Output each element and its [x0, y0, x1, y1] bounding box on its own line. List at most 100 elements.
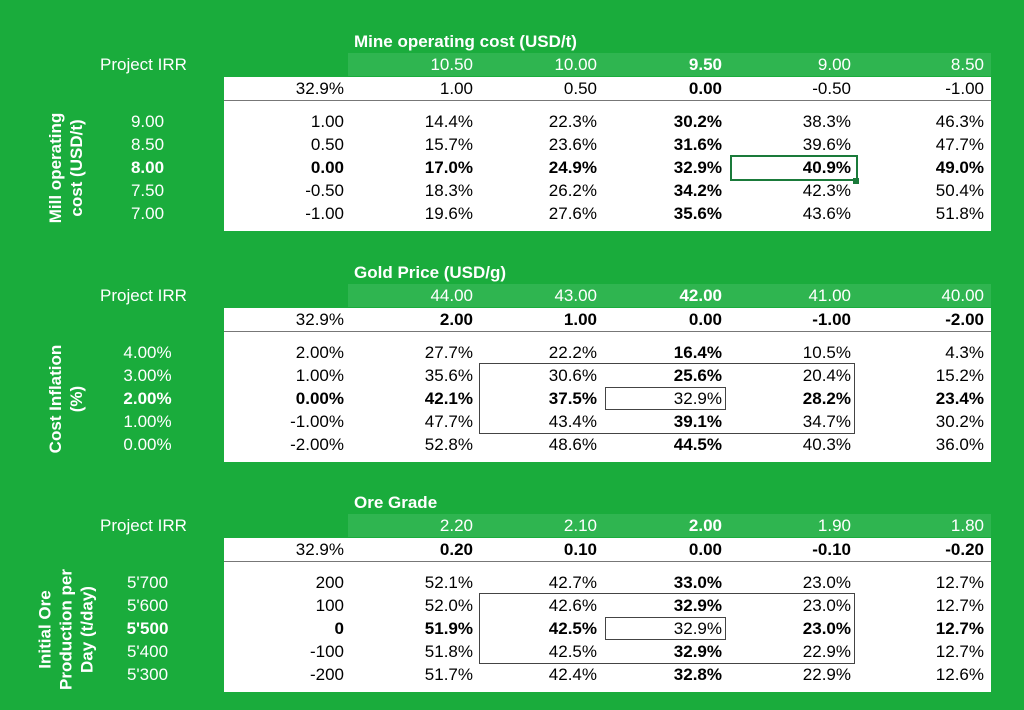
irr-cell[interactable]: 26.2% [548, 181, 597, 200]
irr-cell[interactable]: 17.0% [424, 158, 473, 177]
irr-cell[interactable]: 52.8% [424, 435, 473, 454]
irr-cell[interactable]: 44.5% [673, 435, 722, 454]
column-header[interactable]: 44.00 [430, 286, 473, 305]
row-delta-cell[interactable]: 2.00% [295, 343, 344, 362]
irr-cell[interactable]: 50.4% [935, 181, 984, 200]
irr-cell[interactable]: 30.2% [673, 112, 722, 131]
irr-cell[interactable]: 36.0% [935, 435, 984, 454]
base-value-cell[interactable]: 32.9% [295, 79, 344, 98]
irr-cell[interactable]: 43.4% [548, 412, 597, 431]
irr-cell[interactable]: 40.9% [802, 158, 851, 177]
column-header[interactable]: 10.50 [430, 55, 473, 74]
irr-cell[interactable]: 15.2% [935, 366, 984, 385]
irr-cell[interactable]: 52.0% [424, 596, 473, 615]
irr-cell[interactable]: 30.2% [935, 412, 984, 431]
irr-cell[interactable]: 52.1% [424, 573, 473, 592]
irr-cell[interactable]: 28.2% [802, 389, 851, 408]
irr-cell[interactable]: 20.4% [802, 366, 851, 385]
row-delta-cell[interactable]: -1.00 [305, 204, 344, 223]
column-delta-cell[interactable]: 2.00 [439, 310, 473, 329]
row-delta-cell[interactable]: 0.00% [295, 389, 344, 408]
column-header[interactable]: 2.10 [563, 516, 597, 535]
row-delta-cell[interactable]: 1.00 [310, 112, 344, 131]
column-delta-cell[interactable]: 1.00 [439, 79, 473, 98]
irr-cell[interactable]: 42.1% [424, 389, 473, 408]
column-delta-cell[interactable]: 0.50 [563, 79, 597, 98]
irr-cell[interactable]: 32.8% [673, 665, 722, 684]
row-delta-cell[interactable]: -1.00% [290, 412, 344, 431]
column-header[interactable]: 8.50 [950, 55, 984, 74]
column-header[interactable]: 1.90 [817, 516, 851, 535]
irr-cell[interactable]: 35.6% [673, 204, 722, 223]
column-delta-cell[interactable]: 0.00 [688, 310, 722, 329]
row-delta-cell[interactable]: 0 [334, 619, 344, 638]
irr-cell[interactable]: 51.8% [935, 204, 984, 223]
irr-cell[interactable]: 12.7% [935, 642, 984, 661]
column-delta-cell[interactable]: -0.10 [812, 540, 851, 559]
row-delta-cell[interactable]: -2.00% [290, 435, 344, 454]
irr-cell[interactable]: 39.1% [673, 412, 722, 431]
fill-handle[interactable] [853, 178, 859, 184]
irr-cell[interactable]: 16.4% [673, 343, 722, 362]
row-delta-cell[interactable]: -0.50 [305, 181, 344, 200]
column-delta-cell[interactable]: 0.20 [439, 540, 473, 559]
row-delta-cell[interactable]: -100 [309, 642, 344, 661]
column-header[interactable]: 9.00 [817, 55, 851, 74]
irr-cell[interactable]: 4.3% [945, 343, 984, 362]
row-delta-cell[interactable]: 100 [315, 596, 344, 615]
irr-cell[interactable]: 42.4% [548, 665, 597, 684]
irr-cell[interactable]: 49.0% [935, 158, 984, 177]
base-value-cell[interactable]: 32.9% [295, 310, 344, 329]
irr-cell[interactable]: 38.3% [802, 112, 851, 131]
irr-cell[interactable]: 34.7% [802, 412, 851, 431]
column-delta-cell[interactable]: -0.50 [812, 79, 851, 98]
irr-cell[interactable]: 42.3% [802, 181, 851, 200]
irr-cell[interactable]: 24.9% [548, 158, 597, 177]
irr-cell[interactable]: 12.7% [935, 573, 984, 592]
column-delta-cell[interactable]: -2.00 [945, 310, 984, 329]
irr-cell[interactable]: 12.7% [935, 596, 984, 615]
irr-cell[interactable]: 23.6% [548, 135, 597, 154]
irr-cell[interactable]: 12.7% [935, 619, 984, 638]
irr-cell[interactable]: 18.3% [424, 181, 473, 200]
irr-cell[interactable]: 32.9% [673, 642, 722, 661]
column-delta-cell[interactable]: -0.20 [945, 540, 984, 559]
column-header[interactable]: 40.00 [941, 286, 984, 305]
irr-cell[interactable]: 15.7% [424, 135, 473, 154]
irr-cell[interactable]: 37.5% [548, 389, 597, 408]
irr-cell[interactable]: 42.5% [548, 619, 597, 638]
irr-cell[interactable]: 22.9% [802, 642, 851, 661]
row-delta-cell[interactable]: 1.00% [295, 366, 344, 385]
column-header[interactable]: 43.00 [554, 286, 597, 305]
irr-cell[interactable]: 32.9% [673, 158, 722, 177]
irr-cell[interactable]: 32.9% [673, 619, 722, 638]
irr-cell[interactable]: 23.0% [802, 596, 851, 615]
irr-cell[interactable]: 12.6% [935, 665, 984, 684]
irr-cell[interactable]: 31.6% [673, 135, 722, 154]
column-header[interactable]: 42.00 [679, 286, 722, 305]
irr-cell[interactable]: 47.7% [935, 135, 984, 154]
column-delta-cell[interactable]: -1.00 [812, 310, 851, 329]
irr-cell[interactable]: 43.6% [802, 204, 851, 223]
irr-cell[interactable]: 14.4% [424, 112, 473, 131]
irr-cell[interactable]: 46.3% [935, 112, 984, 131]
irr-cell[interactable]: 25.6% [673, 366, 722, 385]
row-delta-cell[interactable]: -200 [309, 665, 344, 684]
irr-cell[interactable]: 42.7% [548, 573, 597, 592]
irr-cell[interactable]: 22.3% [548, 112, 597, 131]
irr-cell[interactable]: 35.6% [424, 366, 473, 385]
irr-cell[interactable]: 27.6% [548, 204, 597, 223]
irr-cell[interactable]: 23.0% [802, 619, 851, 638]
irr-cell[interactable]: 33.0% [673, 573, 722, 592]
column-delta-cell[interactable]: -1.00 [945, 79, 984, 98]
irr-cell[interactable]: 22.2% [548, 343, 597, 362]
irr-cell[interactable]: 47.7% [424, 412, 473, 431]
irr-cell[interactable]: 23.0% [802, 573, 851, 592]
column-header[interactable]: 2.20 [439, 516, 473, 535]
irr-cell[interactable]: 40.3% [802, 435, 851, 454]
column-delta-cell[interactable]: 0.00 [688, 540, 722, 559]
column-header[interactable]: 9.50 [688, 55, 722, 74]
row-delta-cell[interactable]: 0.00 [310, 158, 344, 177]
irr-cell[interactable]: 42.6% [548, 596, 597, 615]
irr-cell[interactable]: 48.6% [548, 435, 597, 454]
